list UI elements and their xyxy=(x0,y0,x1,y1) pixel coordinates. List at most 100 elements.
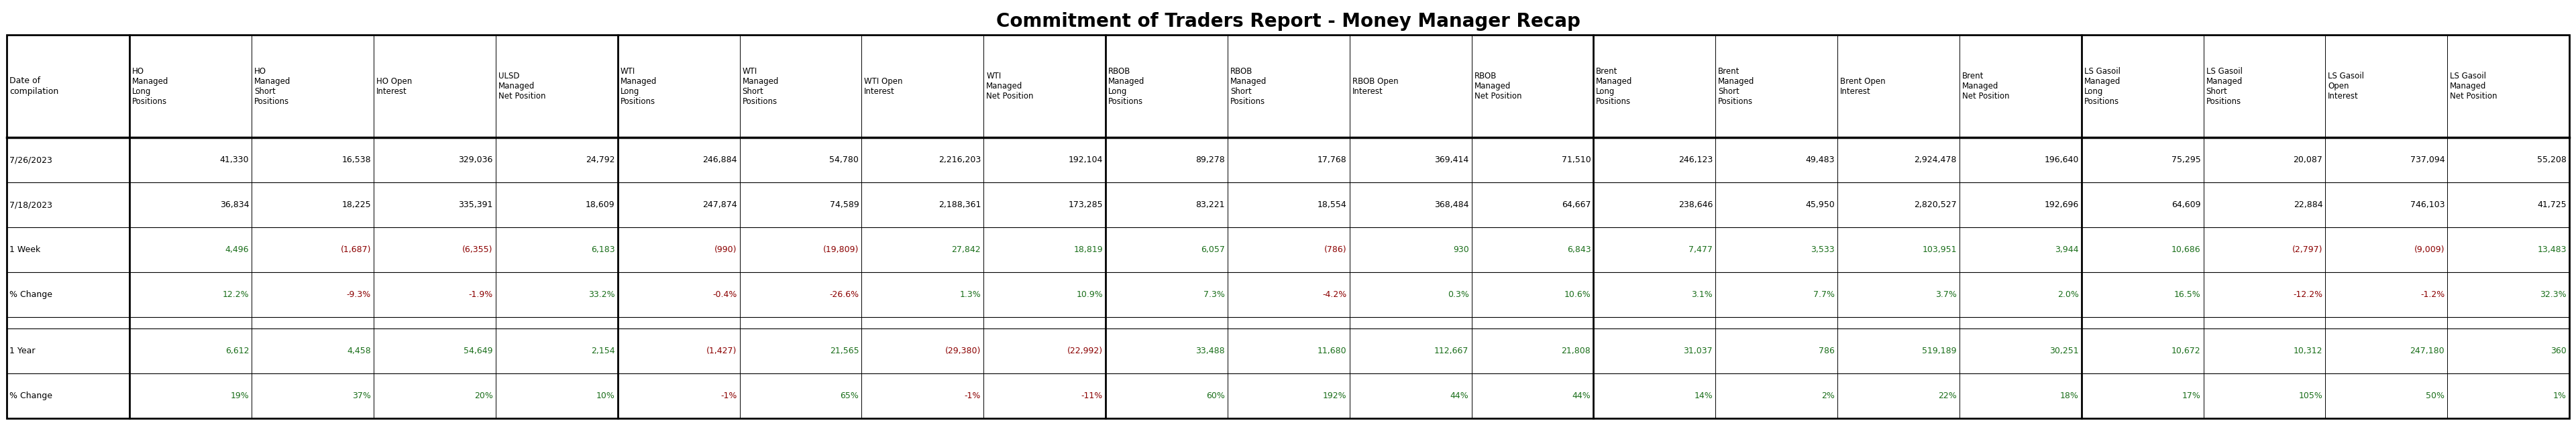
Bar xyxy=(129,328,252,373)
Text: 17,768: 17,768 xyxy=(1316,156,1347,165)
Text: 192%: 192% xyxy=(1324,392,1347,400)
Bar xyxy=(860,373,984,418)
Bar xyxy=(2081,328,2202,373)
Text: 7.3%: 7.3% xyxy=(1203,290,1224,299)
Text: -1.9%: -1.9% xyxy=(469,290,492,299)
Text: (786): (786) xyxy=(1324,245,1347,254)
Text: Date of
compilation: Date of compilation xyxy=(10,77,59,96)
Bar xyxy=(860,227,984,272)
Text: 19%: 19% xyxy=(229,392,250,400)
Text: 16,538: 16,538 xyxy=(343,156,371,165)
Text: (1,427): (1,427) xyxy=(706,346,737,355)
Text: 246,123: 246,123 xyxy=(1680,156,1713,165)
Bar xyxy=(618,328,739,373)
Bar xyxy=(2447,373,2568,418)
Text: 32.3%: 32.3% xyxy=(2540,290,2566,299)
Text: 21,808: 21,808 xyxy=(1561,346,1592,355)
Bar xyxy=(1716,328,1837,373)
Bar xyxy=(1105,373,1229,418)
Text: (29,380): (29,380) xyxy=(945,346,981,355)
Text: ULSD
Managed
Net Position: ULSD Managed Net Position xyxy=(497,72,546,101)
Text: 6,183: 6,183 xyxy=(590,245,616,254)
Text: 2.0%: 2.0% xyxy=(2058,290,2079,299)
Text: 27,842: 27,842 xyxy=(951,245,981,254)
Bar xyxy=(1105,272,1229,317)
Bar xyxy=(374,328,495,373)
Text: 2,820,527: 2,820,527 xyxy=(1914,201,1958,209)
Text: 14%: 14% xyxy=(1695,392,1713,400)
Bar xyxy=(984,227,1105,272)
Text: 369,414: 369,414 xyxy=(1435,156,1468,165)
Text: LS Gasoil
Managed
Net Position: LS Gasoil Managed Net Position xyxy=(2450,72,2496,101)
Text: WTI
Managed
Long
Positions: WTI Managed Long Positions xyxy=(621,67,657,106)
Text: (1,687): (1,687) xyxy=(340,245,371,254)
Text: 65%: 65% xyxy=(840,392,858,400)
Bar xyxy=(739,328,860,373)
Text: 247,180: 247,180 xyxy=(2411,346,2445,355)
Text: 105%: 105% xyxy=(2298,392,2324,400)
Bar xyxy=(2081,373,2202,418)
Bar xyxy=(1350,227,1471,272)
Text: 41,725: 41,725 xyxy=(2537,201,2566,209)
Bar xyxy=(1471,227,1595,272)
Bar xyxy=(739,373,860,418)
Bar xyxy=(129,373,252,418)
Bar xyxy=(2447,272,2568,317)
Text: % Change: % Change xyxy=(10,290,52,299)
Text: -1%: -1% xyxy=(721,392,737,400)
Bar xyxy=(2447,328,2568,373)
Text: HO Open
Interest: HO Open Interest xyxy=(376,77,412,96)
Bar xyxy=(374,373,495,418)
Text: 60%: 60% xyxy=(1206,392,1224,400)
Bar xyxy=(1837,328,1960,373)
Bar xyxy=(252,328,374,373)
Text: 16.5%: 16.5% xyxy=(2174,290,2200,299)
Bar xyxy=(1960,227,2081,272)
Text: WTI Open
Interest: WTI Open Interest xyxy=(866,77,902,96)
Text: -26.6%: -26.6% xyxy=(829,290,858,299)
Text: Brent
Managed
Short
Positions: Brent Managed Short Positions xyxy=(1718,67,1754,106)
Bar xyxy=(984,328,1105,373)
Bar xyxy=(2202,227,2326,272)
Bar xyxy=(2202,328,2326,373)
Text: 64,667: 64,667 xyxy=(1561,201,1592,209)
Text: 17%: 17% xyxy=(2182,392,2200,400)
Bar xyxy=(1350,328,1471,373)
Bar xyxy=(1716,373,1837,418)
Bar xyxy=(1105,227,1229,272)
Text: -1.2%: -1.2% xyxy=(2421,290,2445,299)
Bar xyxy=(374,272,495,317)
Text: (6,355): (6,355) xyxy=(464,245,492,254)
Text: 6,843: 6,843 xyxy=(1566,245,1592,254)
Text: Commitment of Traders Report - Money Manager Recap: Commitment of Traders Report - Money Man… xyxy=(997,12,1579,31)
Text: 360: 360 xyxy=(2550,346,2566,355)
Text: 10%: 10% xyxy=(595,392,616,400)
Text: 31,037: 31,037 xyxy=(1685,346,1713,355)
Text: WTI
Managed
Short
Positions: WTI Managed Short Positions xyxy=(742,67,778,106)
Text: (990): (990) xyxy=(714,245,737,254)
Text: 49,483: 49,483 xyxy=(1806,156,1834,165)
Bar xyxy=(1229,373,1350,418)
Bar xyxy=(1837,227,1960,272)
Text: 54,649: 54,649 xyxy=(464,346,492,355)
Text: 71,510: 71,510 xyxy=(1561,156,1592,165)
Text: 2,188,361: 2,188,361 xyxy=(938,201,981,209)
Bar xyxy=(2326,373,2447,418)
Text: % Change: % Change xyxy=(10,392,52,400)
Text: 930: 930 xyxy=(1453,245,1468,254)
Text: -11%: -11% xyxy=(1082,392,1103,400)
Text: 519,189: 519,189 xyxy=(1922,346,1958,355)
Text: 33.2%: 33.2% xyxy=(587,290,616,299)
Text: RBOB
Managed
Long
Positions: RBOB Managed Long Positions xyxy=(1108,67,1144,106)
Text: 74,589: 74,589 xyxy=(829,201,858,209)
Text: 737,094: 737,094 xyxy=(2411,156,2445,165)
Text: 3,944: 3,944 xyxy=(2056,245,2079,254)
Text: 2,154: 2,154 xyxy=(590,346,616,355)
Bar xyxy=(2081,272,2202,317)
Text: LS Gasoil
Open
Interest: LS Gasoil Open Interest xyxy=(2329,72,2365,101)
Text: (2,797): (2,797) xyxy=(2293,245,2324,254)
Bar xyxy=(739,272,860,317)
Bar xyxy=(1595,227,1716,272)
Text: 10,312: 10,312 xyxy=(2293,346,2324,355)
Text: 238,646: 238,646 xyxy=(1680,201,1713,209)
